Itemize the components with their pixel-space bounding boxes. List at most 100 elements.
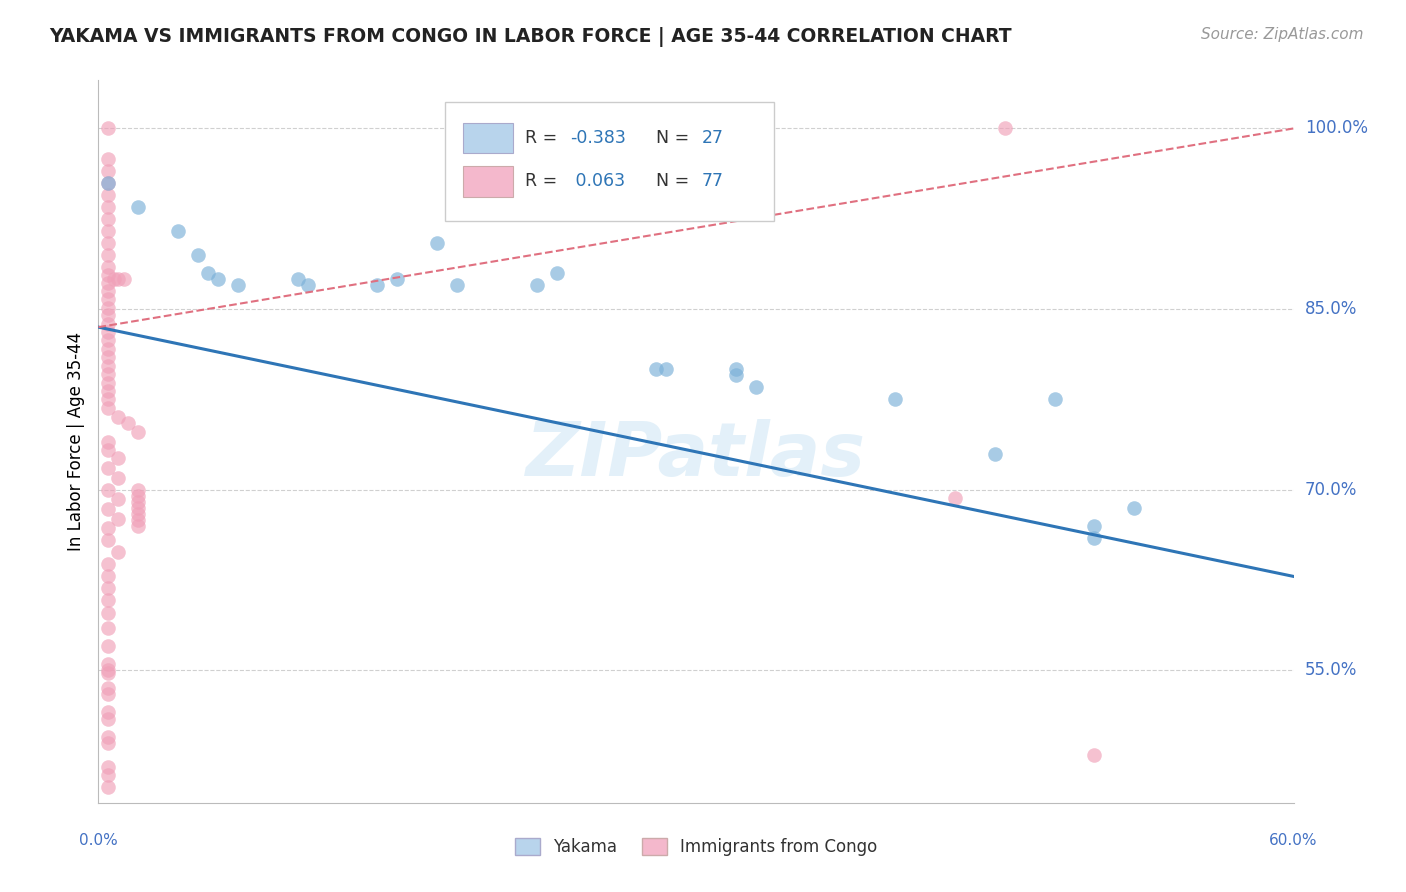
Point: [97, 434, 120, 449]
Text: 55.0%: 55.0%: [1305, 661, 1357, 680]
Point: [97, 521, 120, 535]
Point: [984, 447, 1007, 461]
Point: [97, 200, 120, 214]
Point: [1083, 519, 1105, 533]
Point: [97, 187, 120, 202]
Text: 100.0%: 100.0%: [1305, 120, 1368, 137]
Point: [297, 278, 319, 293]
Point: [103, 272, 125, 286]
FancyBboxPatch shape: [446, 102, 773, 221]
Point: [724, 368, 747, 383]
Point: [97, 367, 120, 381]
Text: 70.0%: 70.0%: [1305, 481, 1357, 499]
Point: [97, 301, 120, 315]
Point: [97, 706, 120, 720]
Point: [127, 483, 149, 497]
Point: [107, 511, 129, 525]
Point: [97, 640, 120, 654]
Point: [127, 500, 149, 515]
Point: [97, 681, 120, 696]
Point: [97, 176, 120, 190]
Point: [745, 380, 768, 394]
Point: [724, 362, 747, 376]
Point: [97, 152, 120, 166]
FancyBboxPatch shape: [463, 123, 513, 153]
Point: [197, 266, 219, 280]
Point: [97, 664, 120, 678]
Point: [97, 558, 120, 572]
Point: [994, 121, 1017, 136]
Point: [187, 248, 209, 262]
Point: [97, 621, 120, 635]
Point: [97, 768, 120, 782]
Point: [127, 519, 149, 533]
Point: [97, 502, 120, 516]
Point: [97, 401, 120, 415]
Text: Source: ZipAtlas.com: Source: ZipAtlas.com: [1201, 27, 1364, 42]
Point: [97, 121, 120, 136]
Point: [97, 392, 120, 407]
Point: [207, 272, 229, 286]
FancyBboxPatch shape: [463, 166, 513, 196]
Point: [97, 268, 120, 283]
Point: [97, 593, 120, 607]
Point: [107, 272, 129, 286]
Point: [645, 362, 668, 376]
Point: [1123, 500, 1146, 515]
Text: YAKAMA VS IMMIGRANTS FROM CONGO IN LABOR FORCE | AGE 35-44 CORRELATION CHART: YAKAMA VS IMMIGRANTS FROM CONGO IN LABOR…: [49, 27, 1012, 46]
Text: -0.383: -0.383: [571, 129, 626, 147]
Point: [1043, 392, 1066, 407]
Text: N =: N =: [644, 129, 695, 147]
Point: [97, 569, 120, 583]
Point: [714, 121, 737, 136]
Point: [97, 730, 120, 744]
Point: [943, 491, 966, 505]
Point: [655, 362, 678, 376]
Point: [127, 513, 149, 527]
Point: [446, 278, 468, 293]
Point: [546, 266, 568, 280]
Point: [97, 376, 120, 390]
Point: [97, 533, 120, 548]
Point: [97, 384, 120, 398]
Point: [97, 211, 120, 226]
Text: ZIPatlas: ZIPatlas: [526, 419, 866, 492]
Point: [884, 392, 907, 407]
Point: [97, 176, 120, 190]
Point: [97, 657, 120, 672]
Point: [97, 325, 120, 339]
Point: [107, 545, 129, 559]
Y-axis label: In Labor Force | Age 35-44: In Labor Force | Age 35-44: [67, 332, 86, 551]
Point: [97, 582, 120, 596]
Point: [97, 260, 120, 274]
Point: [127, 200, 149, 214]
Text: 0.063: 0.063: [571, 172, 626, 190]
Point: [97, 224, 120, 238]
Point: [366, 278, 388, 293]
Point: [526, 278, 548, 293]
Text: 27: 27: [702, 129, 724, 147]
Point: [97, 317, 120, 331]
Point: [97, 284, 120, 298]
Point: [97, 276, 120, 290]
Point: [97, 442, 120, 457]
Text: N =: N =: [644, 172, 695, 190]
Point: [97, 606, 120, 620]
Legend: Yakama, Immigrants from Congo: Yakama, Immigrants from Congo: [508, 831, 884, 863]
Point: [97, 461, 120, 475]
Point: [127, 489, 149, 503]
Text: 60.0%: 60.0%: [1270, 833, 1317, 848]
Point: [97, 235, 120, 250]
Point: [456, 121, 478, 136]
Point: [97, 350, 120, 364]
Text: 77: 77: [702, 172, 724, 190]
Point: [1083, 747, 1105, 762]
Point: [97, 665, 120, 680]
Point: [97, 359, 120, 373]
Point: [97, 687, 120, 701]
Point: [97, 712, 120, 726]
Point: [97, 342, 120, 356]
Point: [107, 492, 129, 507]
Point: [107, 410, 129, 425]
Point: [107, 471, 129, 485]
